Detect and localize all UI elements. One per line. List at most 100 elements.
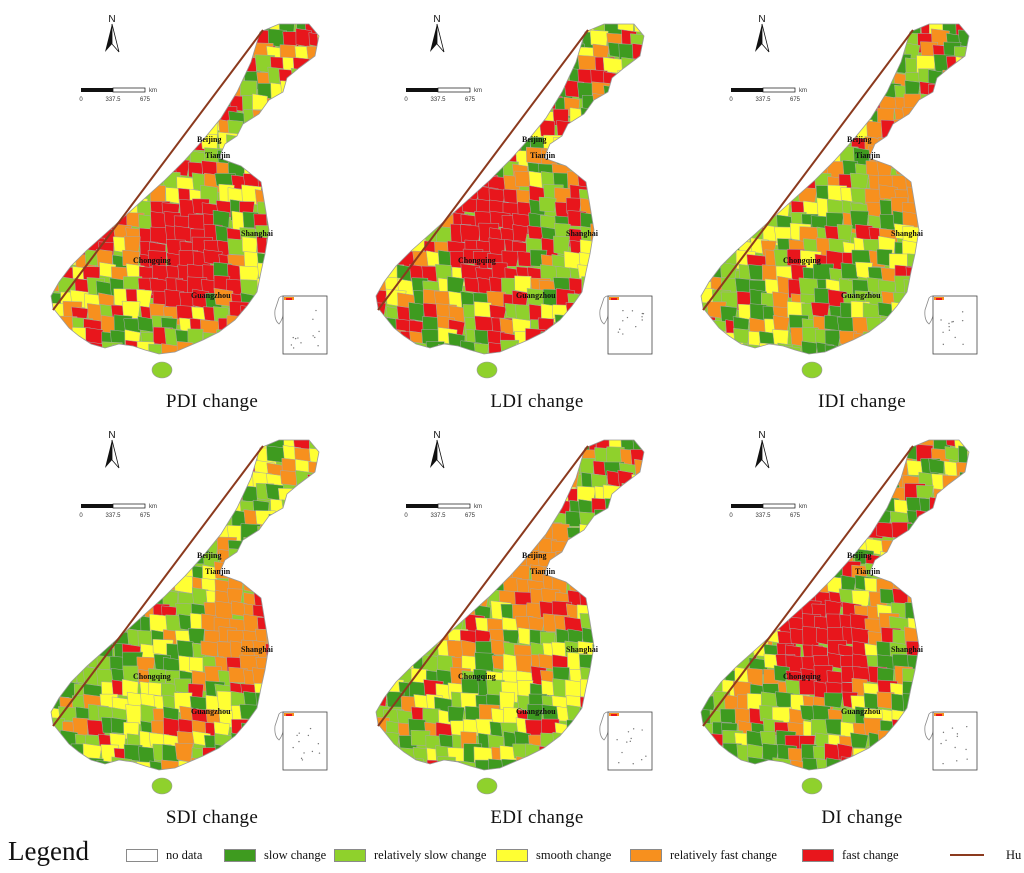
prefecture-cell [437,756,456,770]
prefecture-cell [437,563,456,583]
prefecture-cell [460,461,481,477]
prefecture-cell [437,56,454,77]
prefecture-cell [720,578,742,598]
prefecture-cell [970,213,990,232]
prefecture-cell [569,344,591,354]
prefecture-cell [165,509,183,530]
prefecture-cell [409,176,427,197]
prefecture-cell [385,183,403,201]
prefecture-cell [126,446,144,467]
prefecture-cell [59,536,76,558]
prefecture-cell [115,771,134,789]
prefecture-cell [930,510,948,529]
prefecture-cell [920,549,939,565]
prefecture-cell [385,344,406,354]
prefecture-cell [446,93,464,110]
prefecture-cell [701,147,719,167]
prefecture-cell [51,457,68,475]
prefecture-cell [281,499,299,516]
scale-unit-label: km [474,504,482,510]
prefecture-cell [920,111,939,128]
prefecture-cell [907,705,928,723]
prefecture-cell [499,45,520,62]
prefecture-cell [774,42,796,63]
prefecture-cell [631,224,644,242]
prefecture-cell [75,538,95,558]
prefecture-cell [723,512,745,533]
prefecture-cell [400,121,419,139]
prefecture-cell [580,330,599,347]
prefecture-cell [376,186,394,207]
prefecture-cell [932,668,950,686]
prefecture-cell [855,475,873,495]
prefecture-cell [971,577,992,597]
south-china-sea-inset [282,711,328,771]
prefecture-cell [203,483,222,504]
prefecture-cell [829,45,846,62]
prefecture-cell [956,109,969,131]
prefecture-cell [424,171,444,190]
inset-island-dot [956,733,959,735]
prefecture-cell [701,472,714,492]
prefecture-cell [413,548,434,565]
prefecture-cell [644,657,661,674]
prefecture-cell [706,330,727,350]
prefecture-cell [916,159,937,176]
prefecture-cell [72,147,94,167]
prefecture-cell [51,471,70,488]
prefecture-cell [376,757,387,770]
inset-island-dot [961,311,964,313]
prefecture-cell [174,133,196,151]
prefecture-cell [449,55,467,77]
prefecture-cell [525,55,544,77]
prefecture-cell [776,66,793,85]
city-label: Shanghai [566,229,599,238]
prefecture-cell [264,134,284,155]
prefecture-cell [725,445,748,466]
prefecture-cell [127,59,144,77]
prefecture-cell [701,551,715,568]
prefecture-cell [931,561,952,579]
prefecture-cell [400,24,421,38]
prefecture-cell [398,342,418,354]
prefecture-cell [760,135,777,153]
prefecture-cell [723,475,740,493]
prefecture-cell [59,213,77,233]
prefecture-cell [606,123,626,142]
prefecture-cell [322,277,342,297]
prefecture-cell [226,769,248,770]
prefecture-cell [439,604,457,621]
prefecture-cell [476,93,494,113]
prefecture-cell [973,457,990,475]
hu-line [52,445,264,727]
inset-island-dot [309,727,312,730]
prefecture-cell [51,45,68,62]
prefecture-cell [554,769,575,770]
prefecture-cell [839,483,858,502]
prefecture-cell [85,469,105,487]
prefecture-cell [933,694,954,713]
prefecture-cell [799,448,820,469]
prefecture-cell [460,109,478,126]
prefecture-cell [568,552,585,574]
inset-island-dot [292,347,295,349]
prefecture-cell [109,110,126,131]
prefecture-cell [759,483,778,504]
prefecture-cell [917,527,938,547]
prefecture-cell [701,345,713,354]
prefecture-cell [968,84,969,101]
prefecture-cell [500,24,519,37]
prefecture-cell [376,175,391,193]
city-label: Tianjin [855,567,881,576]
prefecture-cell [632,358,652,376]
prefecture-cell [915,355,932,372]
prefecture-cell [254,578,274,598]
prefecture-cell [72,549,91,566]
map-panel-idi: Beijing Tianjin Shanghai Chongqing Guangzhou… [697,10,1024,430]
city-label: Beijing [847,135,871,144]
prefecture-cell [774,175,795,193]
prefecture-cell [726,357,742,376]
prefecture-cell [59,187,76,206]
inset-frame [607,295,653,355]
